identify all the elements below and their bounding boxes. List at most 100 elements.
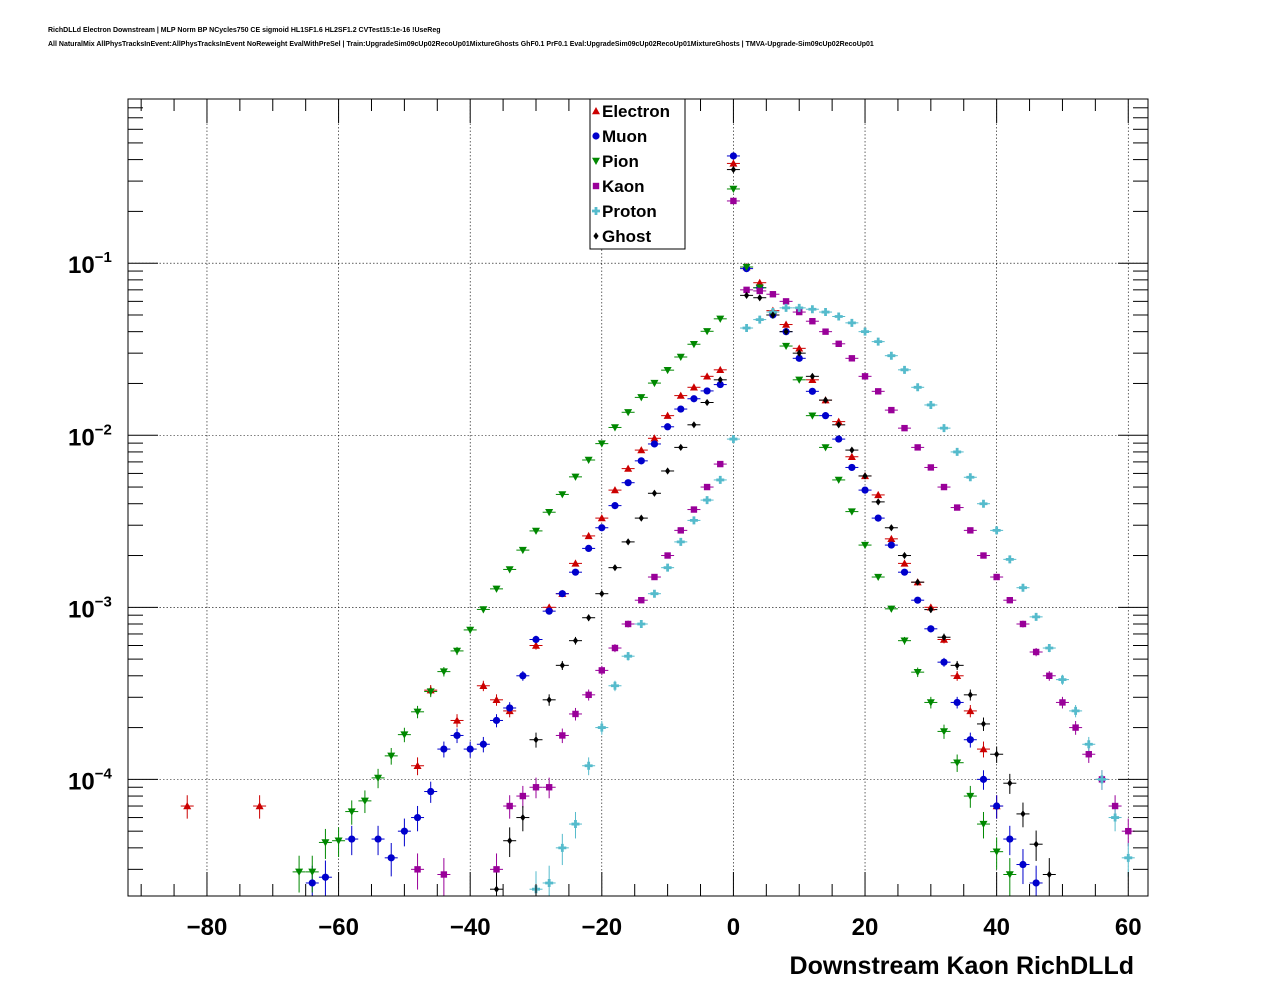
- pion-point: [400, 731, 409, 739]
- legend-box: [589, 98, 686, 250]
- ghost-point: [691, 421, 697, 429]
- kaon-point: [624, 620, 632, 628]
- y-tick-label: 10−3: [68, 593, 112, 623]
- proton-point: [716, 475, 725, 484]
- pion-point: [821, 444, 830, 452]
- muon-point: [387, 854, 395, 862]
- kaon-point: [796, 308, 803, 316]
- electron-point: [453, 716, 462, 724]
- pion-point: [689, 341, 698, 349]
- kaon-point: [809, 318, 816, 325]
- ghost-point: [980, 720, 987, 728]
- y-tick-label: 10−4: [68, 765, 112, 795]
- legend: Electron Muon Pion Kaon Proton Ghost: [589, 98, 686, 250]
- muon-point: [453, 731, 461, 740]
- ghost-point: [612, 564, 618, 572]
- kaon-point: [1059, 699, 1066, 706]
- ghost-point: [638, 514, 644, 522]
- electron-point: [900, 559, 909, 567]
- muon-point: [585, 544, 593, 552]
- x-tick-label: 40: [983, 914, 1010, 941]
- kaon-point: [677, 527, 684, 534]
- legend-marker-proton: [592, 207, 600, 216]
- kaon-point: [559, 732, 566, 739]
- kaon-point: [967, 527, 974, 534]
- pion-point: [597, 440, 606, 448]
- ghost-point: [546, 696, 552, 704]
- muon-point: [571, 568, 580, 576]
- kaon-point: [440, 871, 448, 878]
- kaon-point: [782, 298, 790, 305]
- proton-point: [755, 315, 764, 324]
- proton-point: [1058, 675, 1067, 684]
- kaon-point: [756, 287, 763, 295]
- pion-point: [532, 527, 540, 535]
- proton-point: [1097, 775, 1106, 784]
- muon-point: [1032, 879, 1040, 887]
- muon-point: [611, 502, 619, 510]
- proton-point: [900, 365, 909, 374]
- kaon-point: [888, 406, 895, 414]
- proton-point: [624, 652, 633, 661]
- proton-point: [1032, 612, 1041, 621]
- proton-point: [1018, 583, 1027, 592]
- pion-point: [426, 688, 435, 696]
- pion-point: [703, 328, 712, 336]
- proton-point: [1071, 706, 1080, 715]
- pion-point: [676, 353, 685, 361]
- proton-point: [1124, 853, 1133, 862]
- electron-point: [703, 372, 712, 380]
- pion-point: [413, 708, 422, 716]
- legend-marker-ghost: [593, 232, 599, 240]
- legend-label-electron: Electron: [602, 102, 670, 121]
- ghost-point: [954, 661, 960, 669]
- proton-point: [979, 499, 988, 508]
- kaon-point: [927, 464, 935, 471]
- proton-point: [1111, 813, 1120, 822]
- ghost-point: [678, 443, 684, 451]
- legend-marker-kaon: [592, 182, 600, 190]
- muon-point: [703, 387, 711, 395]
- pion-point: [558, 491, 567, 499]
- muon-point: [993, 802, 1001, 810]
- proton-point: [663, 563, 672, 572]
- ghost-point: [967, 691, 973, 699]
- ghost-point: [493, 885, 500, 893]
- muon-point: [808, 387, 816, 395]
- pion-point: [518, 546, 527, 555]
- kaon-point: [914, 444, 921, 451]
- pion-point: [1005, 871, 1014, 879]
- electron-point: [637, 446, 646, 454]
- pion-point: [874, 573, 883, 582]
- muon-point: [953, 698, 961, 707]
- pion-point: [479, 606, 488, 614]
- pion-point: [834, 476, 843, 484]
- electron-point: [571, 559, 580, 567]
- ghost-point: [994, 750, 1000, 758]
- pion-point: [913, 668, 922, 677]
- pion-point: [637, 394, 646, 402]
- proton-point: [808, 305, 817, 314]
- header-line-1: RichDLLd Electron Downstream | MLP Norm …: [48, 27, 441, 34]
- proton-point: [847, 318, 856, 327]
- muon-point: [545, 607, 553, 615]
- pion-point: [624, 409, 633, 417]
- kaon-point: [848, 355, 856, 362]
- muon-point: [598, 524, 606, 532]
- kaon-point: [664, 552, 671, 559]
- pion-point: [492, 585, 501, 593]
- pion-point: [308, 868, 317, 876]
- electron-point: [624, 464, 633, 472]
- electron-point: [755, 278, 764, 286]
- muon-point: [374, 835, 382, 843]
- proton-point: [703, 496, 712, 505]
- pion-point: [729, 185, 738, 193]
- kaon-point: [1046, 672, 1053, 679]
- muon-point: [861, 486, 869, 494]
- electron-point: [979, 745, 988, 753]
- proton-point: [926, 400, 935, 409]
- pion-point: [295, 868, 304, 876]
- ghost-point: [1033, 840, 1039, 848]
- ghost-point: [730, 165, 737, 174]
- proton-point: [545, 878, 554, 887]
